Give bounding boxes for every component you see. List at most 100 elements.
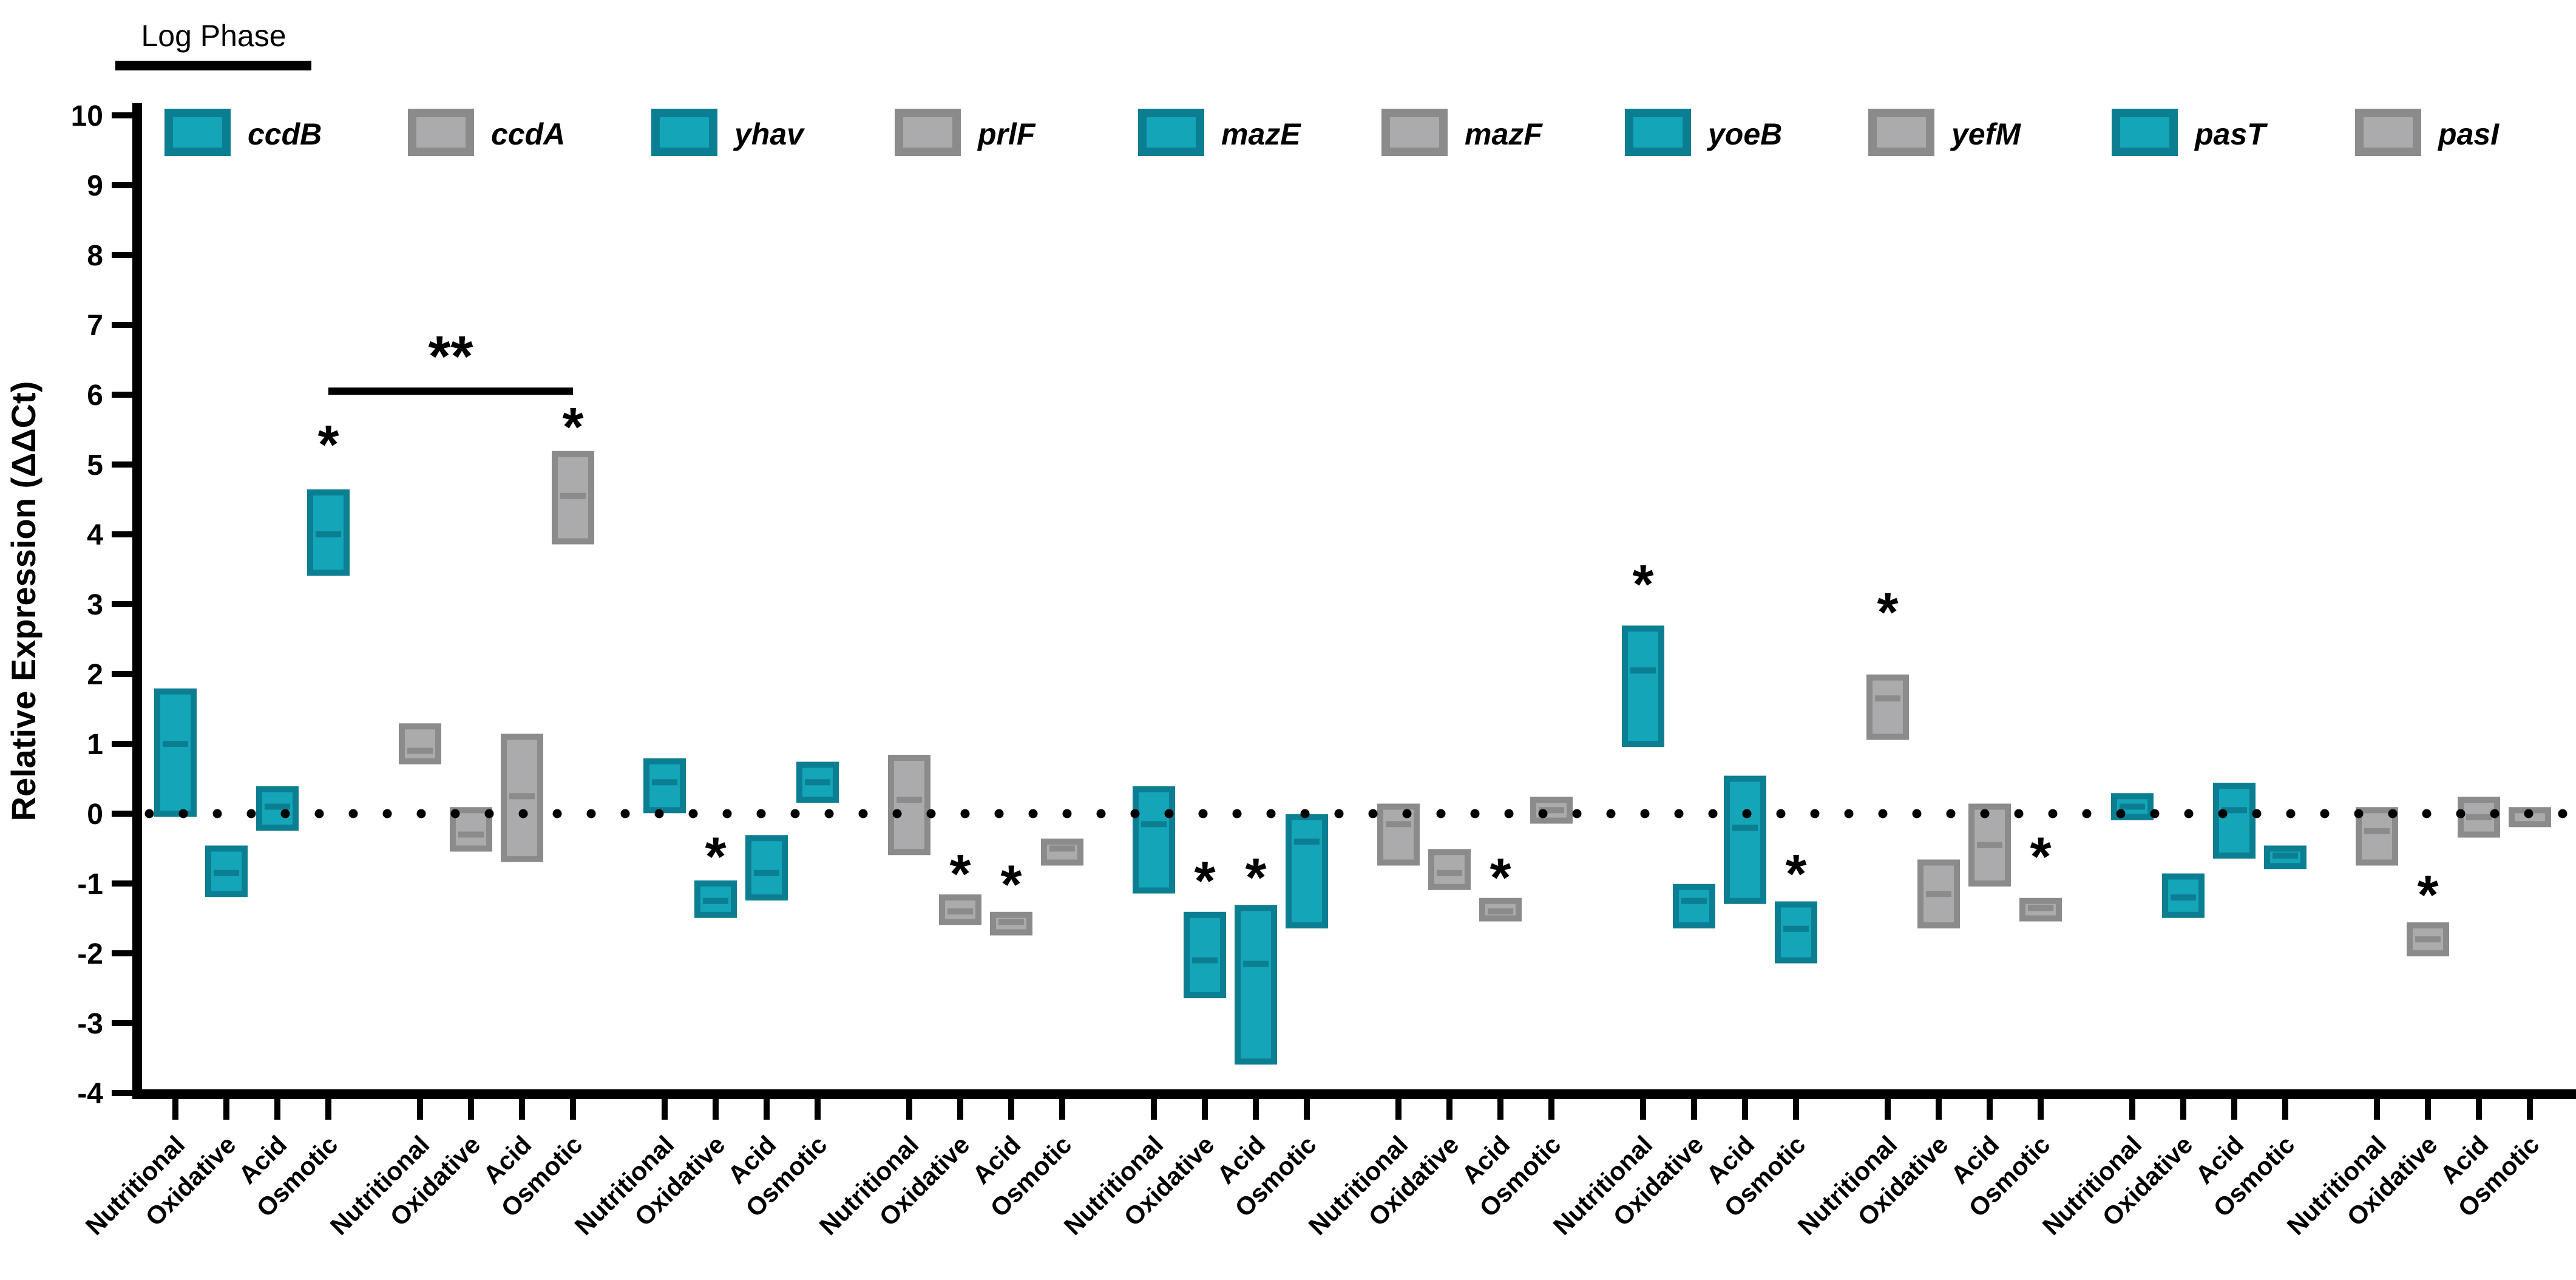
- legend-swatch-ccdA: [408, 109, 474, 156]
- bar-median-yefM-Osmotic: [2028, 905, 2053, 911]
- legend-swatch-ccdB: [164, 109, 231, 156]
- x-tick: [1395, 1099, 1402, 1120]
- bar-yhav-Nutritional: [643, 758, 686, 814]
- y-tick: [112, 811, 132, 817]
- zero-line-dot: [1708, 809, 1718, 819]
- zero-line-dot: [246, 809, 256, 819]
- x-tick: [1446, 1099, 1452, 1120]
- zero-line-dot: [1402, 809, 1412, 819]
- y-tick-label: 0: [87, 798, 103, 831]
- bar-range-yefM-Nutritional: [1866, 674, 1909, 740]
- zero-line-dot: [756, 809, 766, 819]
- x-tick: [1742, 1099, 1748, 1120]
- legend-swatch-mazE: [1138, 109, 1204, 156]
- zero-line-dot: [1844, 809, 1854, 819]
- zero-line-dot: [314, 809, 324, 819]
- zero-line-dot: [1912, 809, 1922, 819]
- y-axis-title: Relative Expression (ΔΔCt): [4, 381, 42, 822]
- zero-line-dot: [790, 809, 800, 819]
- significance-star: *: [1194, 851, 1215, 912]
- x-tick: [906, 1099, 912, 1120]
- bar-pasI-Oxidative: *: [2407, 865, 2449, 956]
- y-tick-label: 9: [87, 170, 103, 202]
- bar-range-yoeB-Osmotic: [1775, 901, 1817, 964]
- bar-mazE-Acid: *: [1235, 848, 1277, 1065]
- x-tick: [223, 1099, 229, 1120]
- legend-swatch-yhav: [651, 109, 717, 156]
- zero-line-dot: [1810, 809, 1820, 819]
- zero-line-dot: [1028, 809, 1038, 819]
- legend-item-pasT: pasT: [2112, 109, 2268, 156]
- legend-label-mazF: mazF: [1465, 117, 1543, 151]
- zero-line-dot: [1164, 809, 1174, 819]
- zero-line-dot: [178, 809, 188, 819]
- x-tick: [468, 1099, 474, 1120]
- zero-line-dot: [552, 809, 562, 819]
- significance-star: *: [1245, 848, 1266, 908]
- x-tick: [417, 1099, 423, 1120]
- bar-yoeB-Acid: [1724, 775, 1766, 904]
- zero-line-dot: [450, 809, 460, 819]
- zero-line-dot: [484, 809, 494, 819]
- x-tick: [2527, 1099, 2533, 1120]
- significance-star: *: [1490, 848, 1511, 908]
- x-tick: [1202, 1099, 1208, 1120]
- bar-range-prlF-Nutritional: [888, 755, 930, 856]
- bar-median-pasI-Nutritional: [2364, 828, 2390, 834]
- x-tick: [1008, 1099, 1014, 1120]
- y-tick: [112, 1020, 132, 1026]
- zero-line-dot: [722, 809, 732, 819]
- x-tick: [325, 1099, 331, 1120]
- legend-label-ccdA: ccdA: [491, 117, 565, 151]
- x-tick: [1793, 1099, 1799, 1120]
- zero-line-dot: [654, 809, 664, 819]
- y-tick-label: 6: [87, 380, 103, 412]
- y-tick: [112, 461, 132, 468]
- legend-label-yefM: yefM: [1950, 117, 2021, 151]
- bar-ccdA-Nutritional: [399, 723, 441, 764]
- bar-median-mazF-Acid: [1488, 908, 1513, 914]
- bar-range-ccdA-Oxidative: [450, 807, 492, 852]
- zero-line-dot: [586, 809, 596, 819]
- legend-item-pasI: pasI: [2355, 109, 2500, 156]
- bar-range-ccdA-Nutritional: [399, 723, 441, 764]
- legend-label-yoeB: yoeB: [1706, 117, 1782, 151]
- zero-line-dot: [2558, 809, 2568, 819]
- zero-line-dot: [1368, 809, 1378, 819]
- zero-line-dot: [1300, 809, 1310, 819]
- bar-yefM-Acid: [1968, 803, 2011, 887]
- bar-prlF-Oxidative: *: [939, 844, 981, 925]
- bar-ccdA-Osmotic: *: [552, 397, 594, 545]
- bar-median-ccdA-Oxidative: [458, 831, 484, 838]
- x-axis-line: [132, 1089, 2576, 1099]
- y-tick: [112, 741, 132, 747]
- y-tick: [112, 531, 132, 537]
- legend: ccdB ccdA yhav prlF mazE mazF yoeB yefM pasT pasI: [164, 109, 2500, 156]
- y-tick-label: -2: [77, 938, 103, 970]
- zero-line-dot: [1572, 809, 1582, 819]
- zero-line-dot: [1538, 809, 1548, 819]
- significance-star: *: [1000, 854, 1022, 915]
- legend-label-pasT: pasT: [2194, 117, 2268, 151]
- zero-line-dot: [1198, 809, 1208, 819]
- x-tick: [1059, 1099, 1065, 1120]
- zero-line-dot: [824, 809, 834, 819]
- bar-range-mazE-Nutritional: [1133, 786, 1175, 894]
- bar-pasI-Acid: [2458, 797, 2500, 838]
- legend-item-mazF: mazF: [1381, 109, 1543, 156]
- bar-range-prlF-Osmotic: [1041, 839, 1083, 866]
- y-tick-label: 10: [71, 100, 103, 132]
- legend-swatch-pasT: [2112, 109, 2178, 156]
- bar-yhav-Acid: [745, 835, 788, 900]
- bar-mazF-Osmotic: [1530, 797, 1573, 824]
- bar-median-yefM-Oxidative: [1926, 891, 1951, 897]
- bar-median-prlF-Acid: [998, 919, 1024, 925]
- x-tick: [2231, 1099, 2237, 1120]
- x-tick: [1151, 1099, 1157, 1120]
- bar-prlF-Acid: *: [990, 854, 1032, 936]
- bar-range-yhav-Nutritional: [643, 758, 686, 814]
- x-tick: [662, 1099, 668, 1120]
- zero-line-dot: [1470, 809, 1480, 819]
- x-tick: [1497, 1099, 1503, 1120]
